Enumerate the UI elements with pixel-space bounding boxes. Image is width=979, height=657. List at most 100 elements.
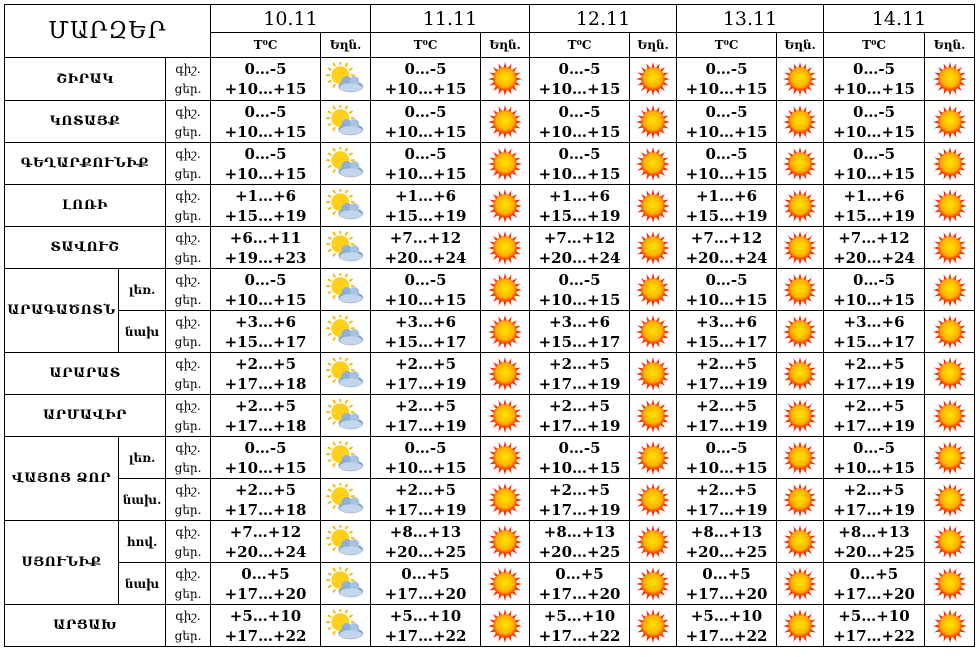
temperature-cell: +5…+10 +17…+22 bbox=[676, 604, 778, 647]
weather-cell bbox=[924, 57, 976, 101]
region-name: ԳԵՂԱՐՔՈՒՆԻՔ bbox=[4, 142, 166, 185]
sun-icon bbox=[630, 146, 676, 181]
night-temp: +1…+6 bbox=[549, 186, 611, 205]
weather-cell bbox=[480, 394, 531, 437]
sun-behind-cloud-icon bbox=[321, 482, 370, 517]
weather-cell bbox=[776, 352, 825, 395]
temperature-cell: 0…-5 +10…+15 bbox=[529, 142, 631, 185]
region-row: ՍՅՈՒՆԻՔ հով. գիշ. ցեր. +7…+12 +20…+24 +8…+13 +2… bbox=[4, 520, 976, 605]
sub-header-row: T⁰C Եղն. T⁰C Եղն. T⁰C Եղն. T⁰C Եղն. T⁰C … bbox=[5, 32, 976, 58]
weather-header: Եղն. bbox=[320, 32, 372, 58]
temperature-cell: 0…-5 +10…+15 bbox=[210, 142, 322, 185]
temperature-cell: 0…-5 +10…+15 bbox=[370, 57, 482, 101]
day-temp: +10…+15 bbox=[224, 122, 307, 141]
weather-cell bbox=[480, 352, 531, 395]
region-row: ՇԻՐԱԿ գիշ. ցեր. 0…-5 +10…+15 0…-5 +10…+15 0…-5 +… bbox=[4, 57, 976, 101]
weather-cell bbox=[320, 268, 372, 311]
temperature-cell: +2…+5 +17…+19 bbox=[676, 352, 778, 395]
sun-icon bbox=[481, 62, 529, 96]
day-temp: +17…+19 bbox=[384, 500, 467, 519]
sun-icon bbox=[630, 62, 676, 96]
weather-cell bbox=[629, 57, 678, 101]
weather-header: Եղն. bbox=[924, 32, 976, 58]
day-temp: +17…+18 bbox=[224, 416, 307, 435]
temp-header: T⁰C bbox=[370, 32, 482, 58]
day-label: ցեր. bbox=[174, 502, 202, 517]
temperature-cell: +5…+10 +17…+22 bbox=[210, 604, 322, 647]
weather-cell bbox=[924, 562, 976, 605]
night-temp: +8…+13 bbox=[389, 522, 462, 541]
sun-icon bbox=[630, 608, 676, 643]
day-temp: +10…+15 bbox=[538, 80, 621, 98]
temperature-cell: +7…+12 +20…+24 bbox=[676, 226, 778, 269]
day-label: ցեր. bbox=[174, 460, 202, 475]
temperature-cell: 0…-5 +10…+15 bbox=[823, 100, 926, 143]
zone-label: նախ bbox=[118, 310, 166, 353]
night-temp: 0…-5 bbox=[852, 438, 896, 457]
temperature-cell: 0…-5 +10…+15 bbox=[823, 57, 926, 101]
temperature-cell: +7…+12 +20…+24 bbox=[823, 226, 926, 269]
sun-icon bbox=[925, 272, 974, 307]
night-temp: 0…-5 bbox=[404, 102, 447, 121]
weather-cell bbox=[480, 436, 531, 479]
region-row: ԱՐՄԱՎԻՐ գիշ. ցեր. +2…+5 +17…+18 +2…+5 +17…+19 +… bbox=[4, 394, 976, 437]
day-temp: +10…+15 bbox=[833, 122, 915, 141]
night-label: գիշ. bbox=[175, 272, 201, 287]
night-temp: 0…-5 bbox=[705, 60, 748, 78]
night-temp: +5…+10 bbox=[690, 606, 763, 625]
night-temp: 0…-5 bbox=[558, 438, 601, 457]
weather-cell bbox=[629, 142, 678, 185]
day-temp: +20…+25 bbox=[833, 542, 915, 561]
temperature-cell: 0…-5 +10…+15 bbox=[823, 436, 926, 479]
day-temp: +20…+24 bbox=[384, 248, 467, 267]
temp-header: T⁰C bbox=[676, 32, 778, 58]
night-temp: +2…+5 bbox=[395, 480, 457, 499]
date-header: 12.11 bbox=[529, 4, 678, 33]
night-label: գիշ. bbox=[175, 188, 201, 203]
zone-label: հով. bbox=[118, 520, 166, 563]
weather-header: Եղն. bbox=[480, 32, 531, 58]
weather-cell bbox=[924, 394, 976, 437]
weather-cell bbox=[924, 604, 976, 647]
day-label: ցեր. bbox=[174, 586, 202, 601]
zone-label: լեռ. bbox=[118, 268, 166, 311]
day-label: ցեր. bbox=[174, 334, 202, 349]
day-temp: +17…+19 bbox=[538, 500, 621, 519]
weather-cell bbox=[320, 478, 372, 521]
day-label: ցեր. bbox=[174, 250, 202, 265]
night-temp: +3…+6 bbox=[696, 312, 758, 331]
region-row: նախ գիշ. ցեր. 0…+5 +17…+20 0…+5 +17…+20 0…+5 +17… bbox=[5, 562, 976, 605]
day-temp: +20…+24 bbox=[538, 248, 621, 267]
temp-header: T⁰C bbox=[210, 32, 322, 58]
day-temp: +10…+15 bbox=[224, 290, 307, 309]
sun-icon bbox=[777, 482, 823, 517]
zone-label: նախ. bbox=[118, 478, 166, 521]
night-temp: 0…-5 bbox=[705, 102, 748, 121]
day-temp: +15…+17 bbox=[833, 332, 915, 351]
weather-cell bbox=[924, 436, 976, 479]
table-title: ՄԱՐԶԵՐ bbox=[3, 4, 212, 58]
weather-cell bbox=[629, 394, 678, 437]
temperature-cell: +8…+13 +20…+25 bbox=[676, 520, 778, 563]
day-temp: +17…+20 bbox=[833, 584, 915, 603]
weather-cell bbox=[629, 478, 678, 521]
day-temp: +17…+22 bbox=[685, 626, 768, 645]
weather-header: Եղն. bbox=[629, 32, 678, 58]
day-temp: +10…+15 bbox=[224, 164, 307, 183]
weather-cell bbox=[924, 478, 976, 521]
day-temp: +20…+25 bbox=[538, 542, 621, 561]
night-temp: +7…+12 bbox=[690, 228, 763, 247]
night-temp: 0…+5 bbox=[849, 564, 899, 583]
sun-icon bbox=[481, 398, 529, 433]
time-of-day: գիշ. ցեր. bbox=[164, 184, 212, 227]
day-temp: +20…+24 bbox=[685, 248, 768, 267]
sun-icon bbox=[481, 230, 529, 265]
day-temp: +20…+24 bbox=[224, 542, 307, 561]
region-name: ԱՐՑԱԽ bbox=[4, 604, 166, 647]
day-label: ցեր. bbox=[174, 544, 202, 559]
date-header: 11.11 bbox=[370, 4, 531, 33]
day-temp: +17…+22 bbox=[833, 626, 915, 645]
night-temp: +7…+12 bbox=[229, 522, 302, 541]
day-temp: +10…+15 bbox=[833, 80, 915, 98]
night-temp: 0…-5 bbox=[558, 60, 601, 78]
